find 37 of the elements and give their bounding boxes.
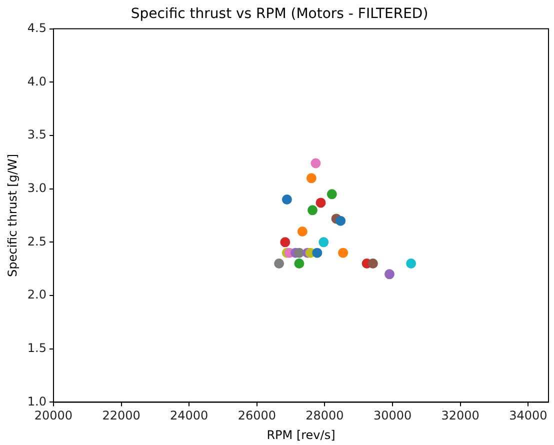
point bbox=[282, 194, 292, 204]
x-tick-label: 24000 bbox=[170, 408, 208, 423]
point bbox=[368, 258, 378, 269]
x-tick-label: 22000 bbox=[102, 408, 140, 423]
point bbox=[312, 248, 322, 258]
y-axis-title: Specific thrust [g/W] bbox=[5, 154, 20, 278]
point bbox=[306, 173, 316, 184]
y-tick-label: 2.5 bbox=[27, 234, 46, 248]
x-tick-label: 20000 bbox=[34, 408, 73, 423]
x-tick-label: 30000 bbox=[373, 408, 412, 423]
point bbox=[338, 248, 348, 258]
point bbox=[308, 205, 318, 216]
y-tick-label: 3.0 bbox=[27, 180, 46, 195]
x-tick-label: 34000 bbox=[509, 408, 548, 423]
y-tick-label: 2.0 bbox=[27, 288, 46, 302]
point bbox=[336, 216, 346, 226]
x-tick-label: 32000 bbox=[441, 408, 480, 423]
chart-title: Specific thrust vs RPM (Motors - FILTERED) bbox=[130, 6, 428, 22]
x-tick-label: 26000 bbox=[238, 408, 276, 423]
x-tick-label: 28000 bbox=[306, 408, 344, 423]
y-tick-label: 4.5 bbox=[27, 20, 46, 35]
point bbox=[318, 237, 329, 248]
point bbox=[294, 248, 304, 258]
y-tick-label: 4.0 bbox=[27, 74, 46, 88]
point bbox=[384, 269, 394, 280]
point bbox=[280, 237, 290, 248]
point bbox=[297, 226, 308, 237]
y-tick-label: 3.5 bbox=[27, 128, 46, 142]
y-tick-label: 1.5 bbox=[27, 340, 46, 355]
point bbox=[406, 258, 416, 269]
y-tick-label: 1.0 bbox=[27, 394, 46, 408]
x-axis-title: RPM [rev/s] bbox=[266, 428, 336, 442]
point bbox=[294, 258, 304, 269]
point bbox=[326, 189, 337, 200]
point bbox=[310, 158, 321, 168]
point bbox=[316, 198, 326, 208]
point bbox=[274, 258, 284, 269]
